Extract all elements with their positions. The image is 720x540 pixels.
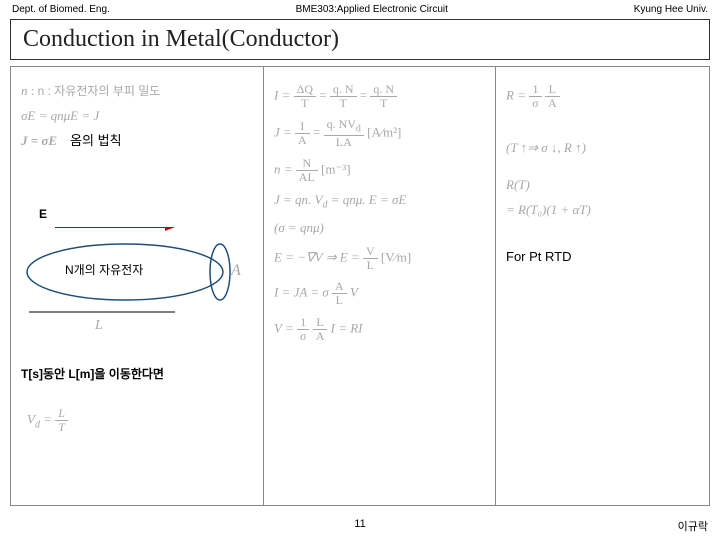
eq-Jfull: J = qn. Vd = qnμ. E = σE: [274, 192, 485, 212]
header-center: BME303:Applied Electronic Circuit: [296, 4, 448, 15]
ellipse-label: N개의 자유전자: [65, 263, 143, 279]
header-right: Kyung Hee Univ.: [634, 4, 708, 15]
length-symbol: L: [95, 317, 103, 335]
page-number: 11: [354, 518, 365, 530]
eq-sigmaE: σE = qnμE = J: [21, 108, 253, 125]
column-3: R = 1σ LA (T ↑⇒ σ ↓, R ↑) R(T) = R(T₀)(1…: [496, 66, 710, 506]
pt-rtd-note: For Pt RTD: [506, 249, 699, 266]
header-left: Dept. of Biomed. Eng.: [12, 4, 110, 15]
column-2: I = ΔQT = q. NT = q. NT J = IA = q. NVdL…: [264, 66, 496, 506]
eq-n: n = NAL [m⁻³]: [274, 157, 485, 184]
eq-J: J = IA = q. NVdLA [A⁄m²]: [274, 118, 485, 149]
header: Dept. of Biomed. Eng. BME303:Applied Ele…: [0, 0, 720, 17]
eq-I: I = ΔQT = q. NT = q. NT: [274, 83, 485, 110]
eq-E: E = −∇V ⇒ E = VL [V⁄m]: [274, 245, 485, 272]
content: n : n : 자유전자의 부피 밀도 σE = qnμE = J J = σE…: [0, 66, 720, 506]
eq-V: V = 1σ LA I = RI: [274, 316, 485, 343]
field-e-label: E: [39, 207, 47, 223]
eq-RT1: R(T): [506, 177, 699, 194]
eq-RT2: = R(T₀)(1 + αT): [506, 202, 699, 219]
move-text: T[s]동안 L[m]을 이동한다면: [21, 367, 164, 383]
author: 이규락: [678, 518, 708, 534]
eq-vd: Vd = LT: [27, 407, 68, 434]
eq-n-label: n : n : 자유전자의 부피 밀도: [21, 83, 253, 100]
footer: 11 이규락: [0, 518, 720, 534]
conductor-svg: [25, 227, 255, 347]
title-box: Conduction in Metal(Conductor): [10, 19, 710, 60]
page-title: Conduction in Metal(Conductor): [23, 26, 697, 53]
conductor-diagram: N개의 자유전자 A L: [25, 227, 255, 352]
eq-R: R = 1σ LA: [506, 83, 699, 110]
eq-IA: I = JA = σ AL V: [274, 280, 485, 307]
column-1: n : n : 자유전자의 부피 밀도 σE = qnμE = J J = σE…: [10, 66, 264, 506]
eq-sigma: (σ = qnμ): [274, 220, 485, 237]
area-symbol: A: [231, 261, 241, 282]
eq-ohm: J = σE 옴의 법칙: [21, 133, 253, 150]
eq-Tnote: (T ↑⇒ σ ↓, R ↑): [506, 140, 699, 157]
